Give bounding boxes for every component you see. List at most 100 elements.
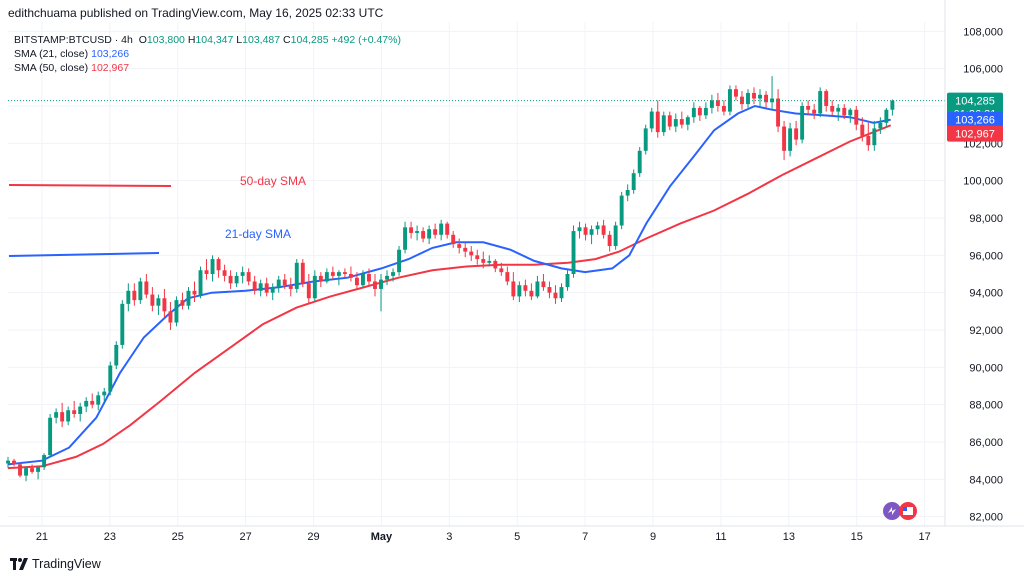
price-tick-label: 98,000 [969, 213, 1003, 225]
candle-body [860, 124, 865, 136]
sma21-legend-label: SMA (21, close) [14, 48, 89, 60]
price-tick-label: 84,000 [969, 474, 1003, 486]
price-tick-label: 86,000 [969, 437, 1003, 449]
candle-body [78, 406, 83, 414]
candle-body [144, 281, 149, 295]
candle-body [685, 117, 690, 125]
price-tick-label: 92,000 [969, 325, 1003, 337]
candle-body [794, 128, 799, 140]
candle-body [655, 111, 660, 133]
candle-body [276, 279, 281, 288]
candle-body [66, 410, 71, 422]
candle-body [108, 365, 113, 392]
candle-body [126, 290, 131, 304]
candle-body [300, 262, 305, 284]
footer-brand[interactable]: TradingView [10, 557, 101, 571]
tv-badge-icon[interactable] [880, 500, 920, 522]
candle-body [156, 298, 161, 306]
candle-body [637, 150, 642, 174]
price-tick-label: 82,000 [969, 512, 1003, 524]
symbol-label[interactable]: BITSTAMP:BTCUSD · 4h [14, 34, 133, 46]
time-axis: 21 23 25 27 29 May 3 5 7 9 11 13 15 17 [0, 525, 1024, 543]
candle-body [48, 417, 53, 456]
candle-body [90, 400, 95, 405]
candle-body [354, 277, 359, 286]
candle-body [433, 229, 438, 235]
candle-body [318, 275, 323, 282]
price-tick-label: 108,000 [963, 26, 1003, 38]
time-tick-label: May [371, 531, 393, 543]
candle-body [445, 223, 450, 235]
candle-body [18, 464, 22, 476]
candle-body [535, 281, 540, 297]
sma50-price-tag-text: 102,967 [955, 129, 995, 141]
last-price-tag-text: 104,285 [955, 96, 995, 108]
price-tick-label: 90,000 [969, 362, 1003, 374]
candle-body [24, 468, 29, 476]
time-tick-label: 9 [650, 531, 656, 543]
candle-body [577, 227, 582, 232]
candle-body [697, 107, 702, 116]
candle-body [830, 106, 835, 112]
candle-body [348, 274, 353, 278]
sma50-annotation: 50-day SMA [240, 174, 307, 188]
candle-body [42, 455, 47, 468]
time-tick-label: 27 [240, 531, 252, 543]
close-label: C [283, 34, 291, 46]
sma21-price-tag-text: 103,266 [955, 115, 995, 127]
sma50-sample-line [8, 184, 172, 187]
candle-body [379, 279, 383, 289]
candle-body [162, 298, 167, 312]
price-tick-label: 88,000 [969, 400, 1003, 412]
time-tick-label: 29 [307, 531, 319, 543]
candle-body [800, 106, 805, 140]
candle-body [493, 260, 498, 269]
candle-body [12, 460, 16, 465]
sma-legend-lines [8, 100, 945, 257]
close-value: 104,285 [290, 34, 329, 46]
candle-body [601, 225, 606, 235]
candle-body [180, 300, 185, 306]
price-tick-label: 96,000 [969, 250, 1003, 262]
time-tick-label: 13 [783, 531, 795, 543]
chart-grid [8, 22, 945, 526]
candle-body [336, 272, 341, 276]
high-label: H [187, 34, 196, 46]
candle-body [192, 290, 197, 295]
sma21-price-tag-bg [947, 111, 1003, 128]
candle-body [138, 281, 143, 301]
candle-body [746, 92, 750, 105]
candle-body [427, 229, 432, 239]
candle-body [469, 251, 474, 256]
time-tick-label: 17 [919, 531, 931, 543]
candle-body [102, 391, 107, 396]
candle-body [848, 109, 853, 116]
time-tick-label: 21 [36, 531, 48, 543]
candle-body [409, 227, 414, 233]
candle-body [890, 100, 895, 110]
open-label: O [138, 34, 147, 46]
candlestick-series [6, 76, 895, 482]
candle-body [288, 285, 293, 289]
candle-body [36, 467, 41, 472]
chart-legend: BITSTAMP:BTCUSD · 4h O103,800 H104,347 L… [14, 33, 401, 75]
sma21-legend-row[interactable]: SMA (21, close) 103,266 [14, 47, 401, 61]
high-value: 104,347 [195, 34, 234, 46]
candle-body [72, 410, 77, 414]
candle-body [571, 231, 576, 274]
candle-body [703, 107, 708, 116]
candle-body [589, 229, 594, 235]
candle-body [842, 107, 847, 116]
sma50-line [7, 124, 892, 470]
candle-body [96, 395, 101, 405]
candle-body [758, 94, 762, 99]
candle-body [734, 89, 738, 97]
candle-body [457, 244, 462, 248]
candle-body [312, 275, 317, 299]
price-tick-label: 100,000 [963, 176, 1003, 188]
sma50-legend-row[interactable]: SMA (50, close) 102,967 [14, 61, 401, 75]
candle-body [84, 400, 89, 407]
time-tick-label: 23 [104, 531, 116, 543]
candle-body [234, 275, 239, 284]
